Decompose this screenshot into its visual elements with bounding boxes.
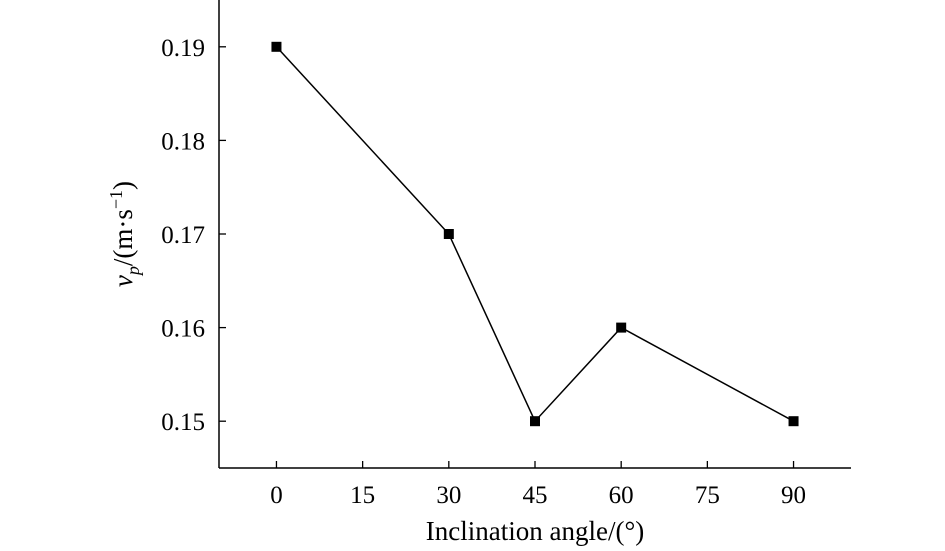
data-point-marker [530, 416, 540, 427]
x-tick-label: 0 [270, 482, 283, 509]
x-tick-label: 45 [523, 482, 548, 509]
data-point-marker [616, 322, 627, 333]
axes [218, 0, 851, 469]
data-point-marker [271, 41, 282, 52]
y-tick-label: 0.19 [161, 35, 205, 62]
y-axis-symbol: v [108, 275, 138, 287]
y-axis-subscript: p [123, 266, 143, 277]
y-tick-label: 0.18 [161, 128, 205, 155]
x-tick-label: 15 [350, 482, 375, 509]
x-tick-label: 60 [609, 482, 634, 509]
y-tick-label: 0.16 [161, 316, 205, 343]
y-tick-label: 0.17 [161, 222, 205, 249]
data-point-marker [443, 229, 454, 239]
y-axis-title: vp/(m·s−1) [106, 181, 143, 287]
y-tick-label: 0.15 [161, 409, 205, 436]
x-axis-title: Inclination angle/(°) [426, 516, 644, 546]
y-axis-unit-exponent: −1 [106, 190, 126, 209]
x-ticks: 0 15 30 45 60 75 90 [270, 461, 806, 509]
y-axis-unit-suffix: ) [108, 181, 138, 190]
series-line [275, 46, 794, 423]
x-tick-label: 30 [436, 482, 461, 509]
series [271, 41, 799, 427]
data-point-marker [788, 416, 799, 427]
x-tick-label: 90 [781, 482, 806, 509]
y-ticks: 0.15 0.16 0.17 0.18 0.19 [161, 35, 226, 436]
y-axis-unit-prefix: /(m·s [108, 209, 138, 266]
x-tick-label: 75 [695, 482, 720, 509]
